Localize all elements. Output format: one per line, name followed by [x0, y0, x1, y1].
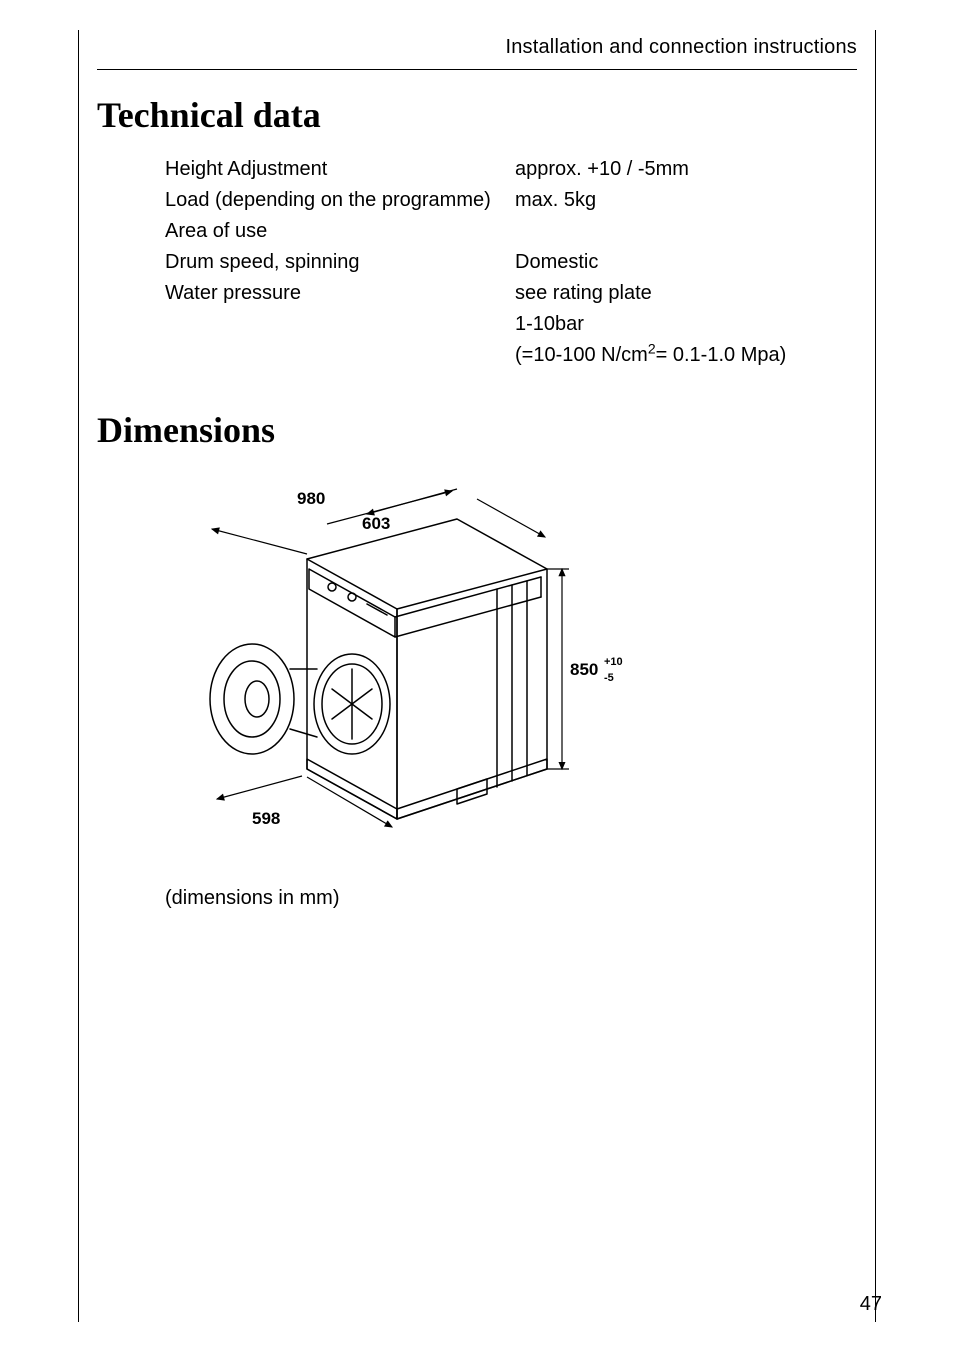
- dim-598: 598: [252, 809, 280, 828]
- spec-label: Area of use: [165, 216, 511, 247]
- spec-label: Drum speed, spinning: [165, 247, 511, 278]
- dimensions-figure: 980 603 598 850 +10 -5: [157, 469, 857, 869]
- spec-label: Water pressure: [165, 278, 511, 309]
- dimensions-caption: (dimensions in mm): [165, 887, 857, 910]
- page-header: Installation and connection instructions: [97, 30, 857, 70]
- dim-tol-plus: +10: [604, 656, 623, 668]
- header-title: Installation and connection instructions: [505, 36, 857, 58]
- spec-label: Height Adjustment: [165, 154, 511, 185]
- page-number: 47: [860, 1293, 882, 1316]
- dim-980: 980: [297, 489, 325, 508]
- dim-850: 850: [570, 660, 598, 679]
- dim-tol-minus: -5: [604, 672, 614, 684]
- dim-603: 603: [362, 514, 390, 533]
- pressure-prefix: (=10-100 N/cm: [515, 344, 648, 366]
- spec-value: 1-10bar: [515, 309, 857, 340]
- page-frame: Installation and connection instructions…: [78, 30, 876, 1322]
- washing-machine-diagram: 980 603 598 850 +10 -5: [157, 469, 637, 869]
- spec-value: [515, 216, 857, 247]
- spec-value-extra: (=10-100 N/cm2= 0.1-1.0 Mpa): [515, 340, 857, 371]
- spec-label: Load (depending on the programme): [165, 185, 511, 216]
- dimensions-heading: Dimensions: [97, 409, 857, 451]
- technical-data-table: Height Adjustment Load (depending on the…: [165, 154, 857, 371]
- spec-labels-col: Height Adjustment Load (depending on the…: [165, 154, 511, 371]
- spec-value: approx. +10 / -5mm: [515, 154, 857, 185]
- spec-value: max. 5kg: [515, 185, 857, 216]
- spec-value: see rating plate: [515, 278, 857, 309]
- spec-values-col: approx. +10 / -5mm max. 5kg Domestic see…: [511, 154, 857, 371]
- pressure-suffix: = 0.1-1.0 Mpa): [656, 344, 787, 366]
- spec-value: Domestic: [515, 247, 857, 278]
- technical-data-heading: Technical data: [97, 94, 857, 136]
- pressure-sup: 2: [648, 340, 656, 356]
